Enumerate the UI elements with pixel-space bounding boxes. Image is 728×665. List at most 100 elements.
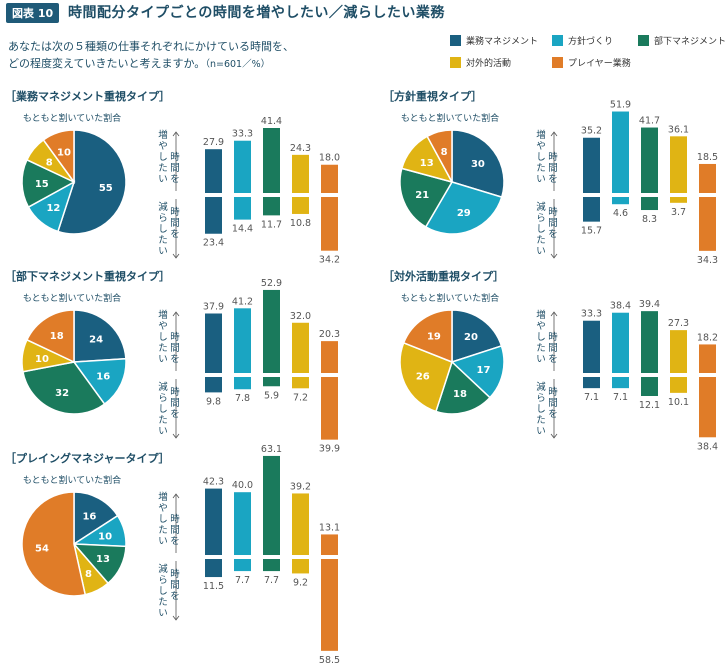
legend-label: プレイヤー業務 — [568, 59, 631, 69]
axis-label-increase-glyph: た — [536, 343, 546, 354]
axis-label-increase-glyph: 増 — [158, 491, 168, 503]
axis-label-decrease-glyph: し — [158, 224, 168, 235]
bar-decrease-value: 11.7 — [261, 219, 282, 230]
axis-label-increase-text: 増やしたい — [536, 309, 546, 365]
axis-label-increase-glyph: た — [536, 163, 546, 174]
axis-label-time-down-text: 時間を — [548, 207, 558, 240]
bar-decrease — [292, 377, 309, 389]
arrow-up-icon — [172, 311, 180, 317]
bar-increase-value: 38.4 — [610, 301, 631, 312]
bar-decrease-value: 5.9 — [264, 390, 279, 401]
panel-title: ［プレイングマネジャータイプ］ — [5, 451, 169, 465]
bar-increase-value: 18.2 — [697, 332, 718, 343]
pie-slice — [451, 129, 505, 199]
axis-label-time-down-glyph: 間 — [170, 398, 180, 409]
pie-slice-label: 30 — [471, 159, 485, 170]
bar-increase — [263, 289, 280, 373]
axis-label-decrease-glyph: い — [158, 426, 168, 437]
bar-increase — [670, 136, 687, 193]
chart-panel-1: ［業務マネジメント重視タイプ］もともと割いていた割合551215810増やしたい… — [5, 89, 340, 266]
axis-label-time-down-glyph: 時 — [170, 569, 180, 580]
pie-slice-label: 16 — [96, 372, 110, 383]
axis-label-time-up-glyph: を — [170, 354, 180, 365]
axis-label-time-down-glyph: 時 — [548, 387, 558, 398]
pie-slice-label: 8 — [85, 569, 92, 580]
axis-label-increase-glyph: 増 — [158, 309, 168, 321]
pie-slice — [399, 341, 453, 413]
bar-decrease — [234, 377, 251, 390]
axis-label-increase-glyph: い — [158, 536, 168, 547]
bar-decrease-value: 15.7 — [581, 226, 602, 237]
bar-decrease-value: 39.9 — [319, 444, 340, 455]
bar-decrease-value: 12.1 — [639, 400, 660, 411]
axis-label-increase: 増やしたい — [158, 309, 168, 365]
axis-label-decrease-glyph: し — [158, 404, 168, 415]
axis-label-increase: 増やしたい — [536, 309, 546, 365]
axis-label-time-down-glyph: 間 — [548, 218, 558, 229]
chart-panel-4: ［対外活動重視タイプ］もともと割いていた割合2017182619増やしたい時間を… — [383, 269, 718, 452]
arrow-up-icon — [550, 131, 558, 137]
bar-decrease — [205, 197, 222, 234]
pie-slice-label: 8 — [441, 147, 448, 158]
bar-increase — [583, 320, 600, 373]
axis-label-increase-text: 増やしたい — [158, 129, 168, 185]
axis-label-increase-glyph: し — [536, 152, 546, 163]
axis-label-decrease-text: 減らしたい — [536, 381, 546, 437]
pie-slice — [426, 129, 453, 183]
axis-label-increase: 増やしたい — [158, 491, 168, 547]
bar-increase-value: 41.2 — [232, 296, 253, 307]
axis-label-decrease-glyph: 減 — [158, 381, 168, 393]
axis-label-increase-glyph: や — [158, 503, 168, 514]
bar-increase — [205, 313, 222, 373]
bar-increase — [234, 308, 251, 373]
figure-title: 時間配分タイプごとの時間を増やしたい／減らしたい業務 — [68, 5, 445, 21]
pie-slice-label: 13 — [96, 554, 110, 565]
chart-panel-5: ［プレイングマネジャータイプ］もともと割いていた割合161013854増やしたい… — [5, 444, 340, 665]
axis-label-decrease-glyph: た — [158, 415, 168, 426]
pie-slice — [21, 491, 87, 597]
bar-decrease-value: 9.2 — [293, 577, 308, 588]
legend-swatch — [552, 57, 563, 68]
arrow-down-icon — [550, 433, 558, 439]
bar-increase-value: 35.2 — [581, 126, 602, 137]
arrow-down-icon — [172, 615, 180, 621]
axis-label-decrease-glyph: た — [536, 235, 546, 246]
bar-increase-value: 36.1 — [668, 124, 689, 135]
pie-slice-label: 17 — [477, 365, 491, 376]
bar-increase-value: 41.7 — [639, 116, 660, 127]
axis-label-decrease-glyph: 減 — [536, 381, 546, 393]
bar-increase-value: 37.9 — [203, 301, 224, 312]
legend-item-subordinate-management: 部下マネジメント — [638, 34, 726, 47]
axis-label-time-up: 時間を — [170, 514, 180, 547]
axis-label-decrease-glyph: た — [158, 235, 168, 246]
axis-label-increase-glyph: い — [158, 354, 168, 365]
axis-label-increase: 増やしたい — [536, 129, 546, 185]
axis-label-time-down-glyph: 間 — [170, 580, 180, 591]
axis-label-time-up-glyph: 間 — [170, 343, 180, 354]
pie-slice-label: 18 — [453, 389, 467, 400]
bar-decrease — [263, 559, 280, 572]
bar-decrease-value: 7.1 — [613, 392, 628, 403]
axis-label-increase-glyph: た — [158, 525, 168, 536]
axis-label-decrease: 減らしたい — [158, 201, 168, 257]
axis-label-time-down: 時間を — [548, 207, 558, 240]
bar-decrease-value: 34.2 — [319, 255, 340, 266]
axis-label-decrease-text: 減らしたい — [158, 563, 168, 619]
bar-decrease — [670, 377, 687, 393]
bar-decrease-value: 7.7 — [235, 575, 250, 586]
axis-label-decrease-glyph: た — [536, 415, 546, 426]
pie-slice — [73, 491, 119, 546]
axis-label-decrease: 減らしたい — [536, 201, 546, 257]
axis-label-time-down-glyph: を — [170, 591, 180, 602]
axis-label-time-up-glyph: 間 — [170, 163, 180, 174]
axis-label-time-down-glyph: を — [548, 229, 558, 240]
bar-increase — [612, 312, 629, 373]
bar-increase — [292, 493, 309, 555]
bar-decrease-value: 34.3 — [697, 255, 718, 266]
axis-label-time-down-text: 時間を — [170, 387, 180, 420]
axis-label-increase-glyph: い — [536, 354, 546, 365]
axis-label-time-down-glyph: 間 — [548, 398, 558, 409]
axis-label-decrease-glyph: た — [158, 597, 168, 608]
axis-label-decrease-text: 減らしたい — [536, 201, 546, 257]
axis-label-time-down: 時間を — [170, 387, 180, 420]
